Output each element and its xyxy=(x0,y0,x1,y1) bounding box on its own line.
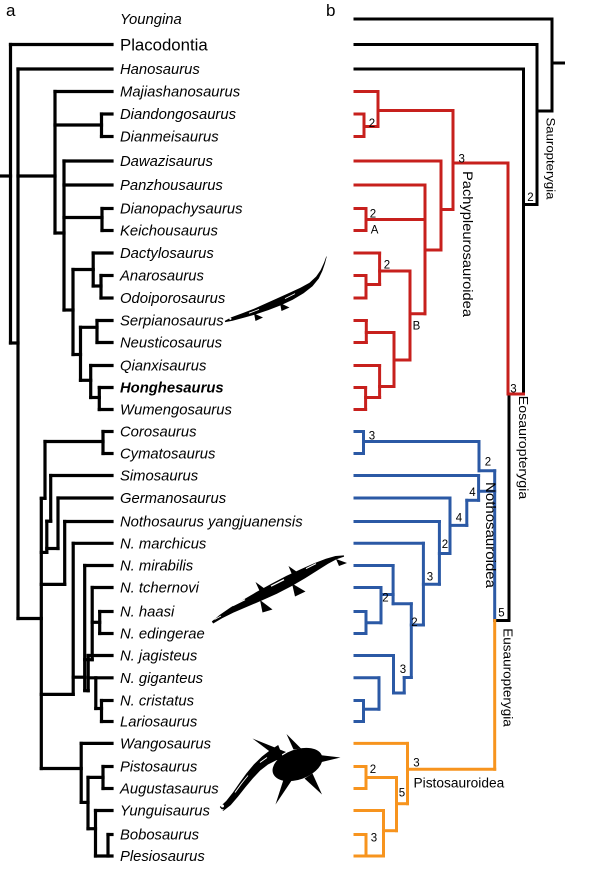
svg-text:N. jagisteus: N. jagisteus xyxy=(120,649,198,665)
svg-text:Corosaurus: Corosaurus xyxy=(120,425,197,441)
svg-text:Qianxisaurus: Qianxisaurus xyxy=(120,359,207,375)
svg-text:4: 4 xyxy=(469,487,476,499)
svg-text:Germanosaurus: Germanosaurus xyxy=(120,491,227,507)
svg-text:Nothosauroidea: Nothosauroidea xyxy=(483,482,498,588)
svg-text:N. haasi: N. haasi xyxy=(120,605,175,621)
svg-text:3: 3 xyxy=(400,664,406,676)
svg-text:Augustasaurus: Augustasaurus xyxy=(119,782,219,798)
svg-text:3: 3 xyxy=(369,431,375,443)
svg-text:Yunguisaurus: Yunguisaurus xyxy=(120,804,211,820)
svg-text:Eusauropterygia: Eusauropterygia xyxy=(500,628,515,727)
svg-text:Panzhousaurus: Panzhousaurus xyxy=(120,178,223,194)
svg-text:3: 3 xyxy=(427,572,433,584)
svg-text:2: 2 xyxy=(384,260,390,272)
svg-text:5: 5 xyxy=(399,788,405,800)
svg-text:4: 4 xyxy=(456,513,463,525)
svg-text:N. tchernovi: N. tchernovi xyxy=(120,581,200,597)
svg-text:2: 2 xyxy=(442,539,448,551)
svg-text:b: b xyxy=(326,1,335,20)
svg-text:A: A xyxy=(371,225,379,237)
svg-text:N. edingerae: N. edingerae xyxy=(120,627,205,643)
svg-text:Simosaurus: Simosaurus xyxy=(120,469,199,485)
svg-text:Keichousaurus: Keichousaurus xyxy=(120,224,218,240)
svg-text:2: 2 xyxy=(370,209,376,221)
svg-text:Nothosaurus yangjuanensis: Nothosaurus yangjuanensis xyxy=(120,515,303,531)
svg-text:Sauropterygia: Sauropterygia xyxy=(543,118,557,200)
svg-text:Pachypleurosauroidea: Pachypleurosauroidea xyxy=(460,171,475,318)
svg-text:Diandongosaurus: Diandongosaurus xyxy=(120,107,237,123)
svg-text:3: 3 xyxy=(413,758,419,770)
svg-text:3: 3 xyxy=(458,154,464,166)
svg-text:Pistosaurus: Pistosaurus xyxy=(120,760,198,776)
svg-text:Placodontia: Placodontia xyxy=(120,35,208,54)
svg-text:Dianmeisaurus: Dianmeisaurus xyxy=(120,130,219,146)
svg-text:Dawazisaurus: Dawazisaurus xyxy=(120,154,214,170)
svg-text:Youngina: Youngina xyxy=(120,12,182,28)
svg-text:Neusticosaurus: Neusticosaurus xyxy=(120,336,223,352)
svg-text:Honghesaurus: Honghesaurus xyxy=(120,381,224,397)
svg-text:N. cristatus: N. cristatus xyxy=(120,694,195,710)
svg-text:Hanosaurus: Hanosaurus xyxy=(120,62,200,78)
svg-text:Lariosaurus: Lariosaurus xyxy=(120,715,198,731)
svg-text:N. mirabilis: N. mirabilis xyxy=(120,559,194,575)
svg-text:3: 3 xyxy=(510,384,516,396)
svg-text:Dactylosaurus: Dactylosaurus xyxy=(120,246,214,262)
svg-text:Cymatosaurus: Cymatosaurus xyxy=(120,447,216,463)
svg-text:Odoiporosaurus: Odoiporosaurus xyxy=(120,291,226,307)
svg-text:5: 5 xyxy=(498,608,504,620)
svg-text:Bobosaurus: Bobosaurus xyxy=(120,828,200,844)
svg-text:2: 2 xyxy=(369,118,375,130)
svg-text:3: 3 xyxy=(371,833,377,845)
svg-text:Plesiosaurus: Plesiosaurus xyxy=(120,849,205,865)
svg-text:Serpianosaurus: Serpianosaurus xyxy=(120,314,224,330)
svg-text:N. marchicus: N. marchicus xyxy=(120,537,207,553)
svg-text:Anarosaurus: Anarosaurus xyxy=(119,269,204,285)
svg-text:B: B xyxy=(413,321,421,333)
svg-text:Eosauropterygia: Eosauropterygia xyxy=(516,396,531,500)
svg-text:Wangosaurus: Wangosaurus xyxy=(120,737,212,753)
svg-text:2: 2 xyxy=(382,593,388,605)
svg-text:N. giganteus: N. giganteus xyxy=(120,671,204,687)
svg-text:Pistosauroidea: Pistosauroidea xyxy=(414,775,505,790)
svg-text:Majiashanosaurus: Majiashanosaurus xyxy=(120,85,241,101)
svg-text:2: 2 xyxy=(411,617,417,629)
svg-text:2: 2 xyxy=(485,457,491,469)
svg-text:Wumengosaurus: Wumengosaurus xyxy=(120,403,232,419)
svg-text:a: a xyxy=(6,1,16,20)
svg-text:Dianopachysaurus: Dianopachysaurus xyxy=(120,202,243,218)
svg-text:2: 2 xyxy=(527,192,533,204)
svg-text:2: 2 xyxy=(370,764,376,776)
